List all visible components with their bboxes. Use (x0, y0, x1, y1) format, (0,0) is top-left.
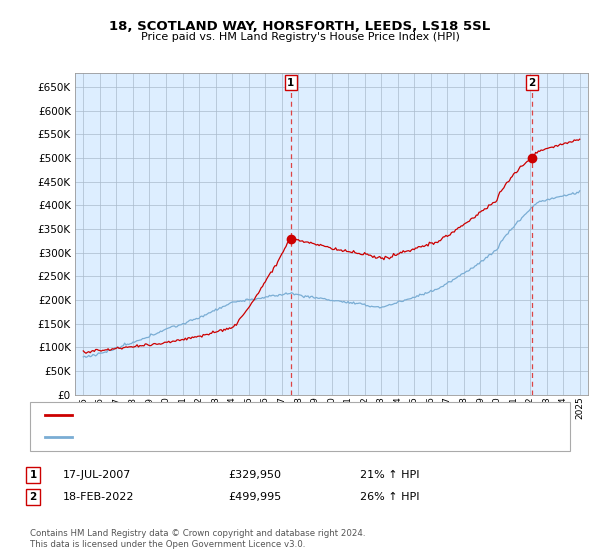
Text: 18-FEB-2022: 18-FEB-2022 (63, 492, 134, 502)
Text: HPI: Average price, detached house, Leeds: HPI: Average price, detached house, Leed… (81, 432, 290, 442)
Text: 26% ↑ HPI: 26% ↑ HPI (360, 492, 419, 502)
Text: 2: 2 (529, 78, 536, 87)
Text: 1: 1 (287, 78, 295, 87)
Text: Contains HM Land Registry data © Crown copyright and database right 2024.
This d: Contains HM Land Registry data © Crown c… (30, 529, 365, 549)
Text: 2: 2 (29, 492, 37, 502)
Text: 1: 1 (29, 470, 37, 480)
Text: 21% ↑ HPI: 21% ↑ HPI (360, 470, 419, 480)
Text: £329,950: £329,950 (228, 470, 281, 480)
Text: £499,995: £499,995 (228, 492, 281, 502)
Text: 18, SCOTLAND WAY, HORSFORTH, LEEDS, LS18 5SL: 18, SCOTLAND WAY, HORSFORTH, LEEDS, LS18… (109, 20, 491, 32)
Text: Price paid vs. HM Land Registry's House Price Index (HPI): Price paid vs. HM Land Registry's House … (140, 32, 460, 43)
Text: 17-JUL-2007: 17-JUL-2007 (63, 470, 131, 480)
Text: 18, SCOTLAND WAY, HORSFORTH, LEEDS, LS18 5SL (detached house): 18, SCOTLAND WAY, HORSFORTH, LEEDS, LS18… (81, 410, 422, 421)
